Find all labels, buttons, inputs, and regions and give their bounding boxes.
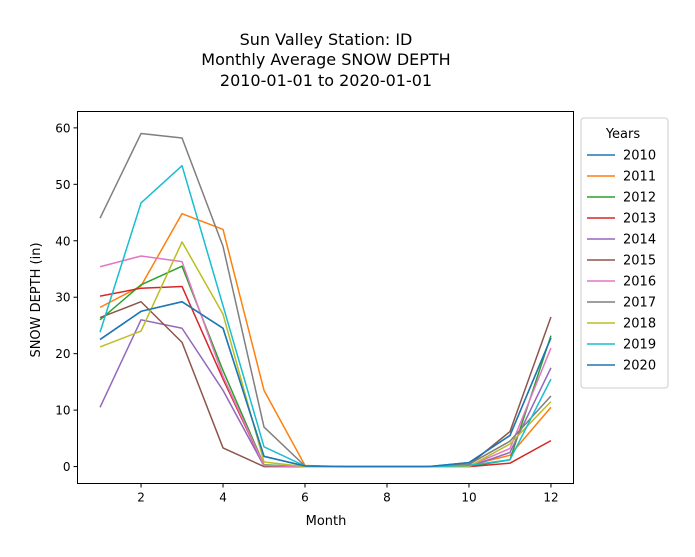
y-tick-label: 20 bbox=[55, 347, 70, 361]
legend-label-2016: 2016 bbox=[623, 275, 656, 290]
legend-label-2020: 2020 bbox=[623, 359, 656, 374]
y-tick-label: 40 bbox=[55, 234, 70, 248]
y-axis: 0 10 20 30 40 50 60 bbox=[55, 121, 78, 474]
legend-label-2014: 2014 bbox=[623, 233, 656, 248]
x-tick-label: 10 bbox=[461, 491, 476, 505]
legend: Years 2010201120122013201420152016201720… bbox=[580, 117, 669, 389]
y-tick-label: 60 bbox=[55, 121, 70, 135]
legend-label-2012: 2012 bbox=[623, 191, 656, 206]
x-tick-label: 8 bbox=[383, 491, 391, 505]
y-tick-label: 50 bbox=[55, 178, 70, 192]
legend-label-2017: 2017 bbox=[623, 296, 656, 311]
chart-title: Sun Valley Station: ID Monthly Average S… bbox=[201, 30, 450, 90]
plot-area bbox=[99, 132, 552, 468]
x-tick-label: 4 bbox=[219, 491, 227, 505]
title-line-2: Monthly Average SNOW DEPTH bbox=[201, 50, 450, 69]
y-tick-label: 30 bbox=[55, 291, 70, 305]
title-line-1: Sun Valley Station: ID bbox=[240, 30, 413, 49]
x-axis: 2 4 6 8 10 12 bbox=[137, 483, 559, 505]
y-tick-label: 0 bbox=[63, 460, 71, 474]
legend-label-2010: 2010 bbox=[623, 149, 656, 164]
legend-label-2011: 2011 bbox=[623, 170, 656, 185]
title-line-3: 2010-01-01 to 2020-01-01 bbox=[220, 71, 432, 90]
legend-label-2013: 2013 bbox=[623, 212, 656, 227]
legend-label-2019: 2019 bbox=[623, 338, 656, 353]
plot-frame bbox=[77, 111, 574, 484]
series-line-2020 bbox=[99, 300, 552, 468]
y-tick-label: 10 bbox=[55, 404, 70, 418]
legend-label-2015: 2015 bbox=[623, 254, 656, 269]
x-tick-label: 2 bbox=[137, 491, 145, 505]
legend-label-2018: 2018 bbox=[623, 317, 656, 332]
legend-items: 2010 2011 2012 2013 2014 2015 2016 2017 2018 2019… bbox=[587, 149, 656, 374]
legend-box bbox=[580, 117, 669, 389]
y-axis-label: SNOW DEPTH (in) bbox=[29, 242, 44, 357]
x-axis-label: Month bbox=[306, 514, 347, 529]
legend-title: Years bbox=[605, 127, 641, 142]
x-tick-label: 12 bbox=[543, 491, 558, 505]
x-tick-label: 6 bbox=[301, 491, 309, 505]
